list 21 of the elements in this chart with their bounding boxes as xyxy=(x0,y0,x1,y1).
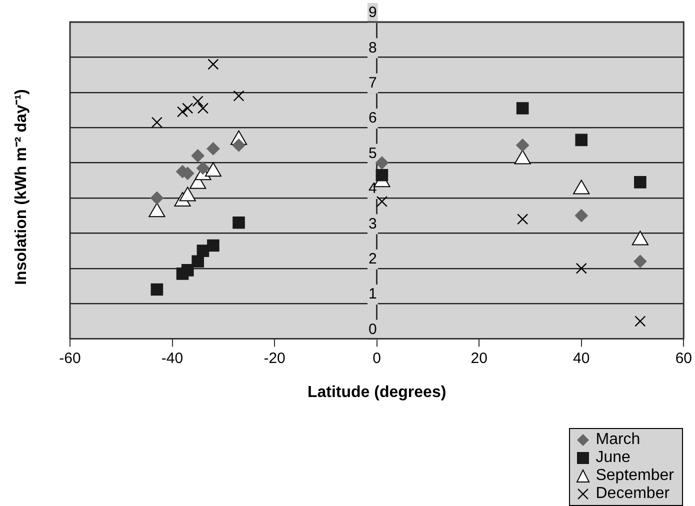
x-tick-label: -20 xyxy=(264,350,286,367)
y-tick-label: 5 xyxy=(368,144,377,162)
y-tick-label: 6 xyxy=(368,110,377,127)
y-tick-label: 3 xyxy=(368,215,377,232)
x-tick-label: -40 xyxy=(161,350,184,367)
x-tick-label: 20 xyxy=(470,350,488,367)
y-tick-label: 2 xyxy=(368,250,377,268)
x-tick-label: 40 xyxy=(573,350,590,367)
legend-label: June xyxy=(596,449,630,467)
legend-label: December xyxy=(596,485,670,503)
x-axis-title: Latitude (degrees) xyxy=(307,384,446,401)
y-tick-label: 7 xyxy=(368,74,377,92)
y-axis-title: Insolation (kWh m⁻² day⁻¹) xyxy=(12,88,31,287)
x-tick-label: -60 xyxy=(59,350,81,367)
legend-label: September xyxy=(596,467,674,485)
y-tick-label: 0 xyxy=(368,320,377,338)
y-tick-label: 9 xyxy=(368,4,377,22)
y-tick-label: 1 xyxy=(368,286,377,303)
x-tick-label: 60 xyxy=(675,350,692,367)
y-tick-label: 8 xyxy=(368,39,377,56)
legend-label: March xyxy=(596,431,640,449)
